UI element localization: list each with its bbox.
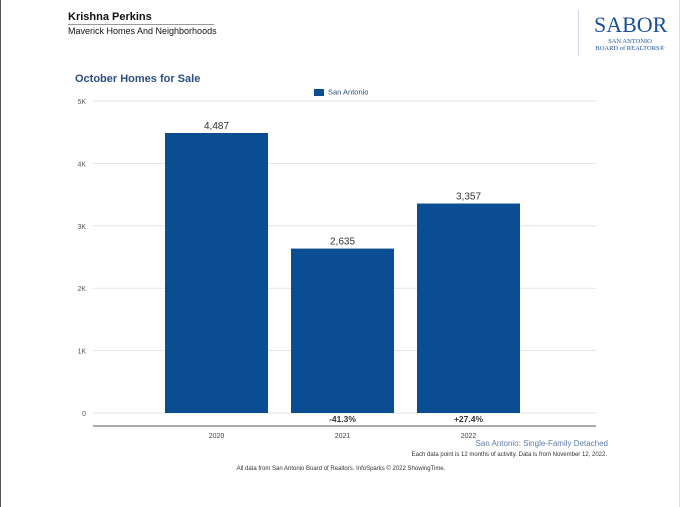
bar <box>291 248 394 413</box>
bar <box>417 203 520 413</box>
y-tick-label: 0 <box>82 411 86 418</box>
bar-value-label: 2,635 <box>330 237 355 248</box>
bar-value-label: 4,487 <box>204 121 229 132</box>
activity-footnote: Each data point is 12 months of activity… <box>411 452 607 458</box>
x-tick-label: 2021 <box>335 433 351 440</box>
legend-swatch <box>314 88 324 96</box>
bar <box>165 133 268 413</box>
bar-value-label: 3,357 <box>456 192 481 203</box>
agent-company: Maverick Homes And Neighborhoods <box>68 26 217 36</box>
y-tick-label: 2K <box>77 286 86 293</box>
y-tick-label: 5K <box>77 99 86 106</box>
legend-label: San Antonio <box>328 87 369 97</box>
x-tick-label: 2022 <box>461 433 477 440</box>
sabor-logo: SABOR <box>594 12 668 37</box>
header-divider <box>68 24 214 25</box>
x-tick-label: 2020 <box>209 433 225 440</box>
yoy-change-label: +27.4% <box>454 414 484 424</box>
logo-subtitle-board: BOARD of REALTORS® <box>595 45 665 52</box>
chart-legend: San Antonio <box>314 87 368 99</box>
logo-subtitle-city: SAN ANTONIO <box>608 38 652 45</box>
page-left-border <box>0 0 1 507</box>
y-tick-label: 3K <box>77 224 86 231</box>
y-tick-label: 1K <box>77 349 86 356</box>
yoy-change-label: -41.3% <box>329 414 356 424</box>
y-tick-label: 4K <box>77 161 86 168</box>
series-footnote: San Antonio: Single-Family Detached <box>475 439 608 448</box>
source-footnote: All data from San Antonio Board of Realt… <box>236 466 446 472</box>
agent-name: Krishna Perkins <box>68 11 152 23</box>
logo-divider <box>578 10 579 56</box>
page-right-border <box>679 0 680 507</box>
chart-title: October Homes for Sale <box>75 73 201 85</box>
